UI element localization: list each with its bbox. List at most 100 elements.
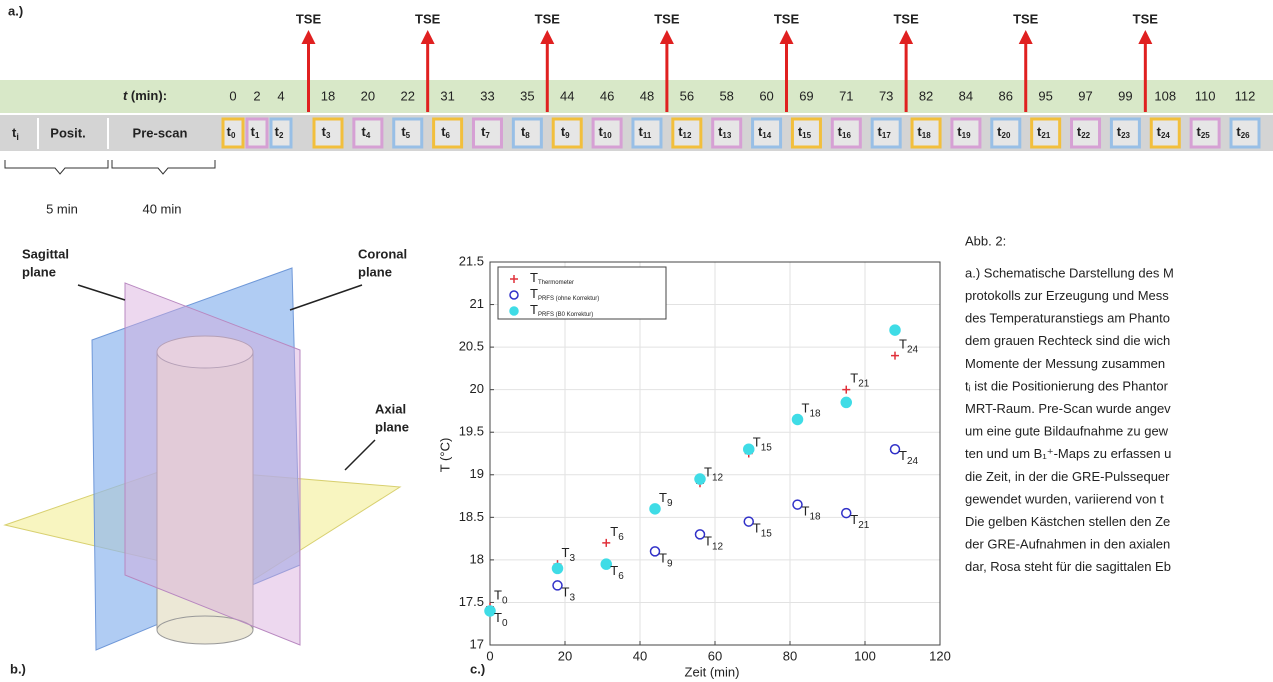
x-tick-label: 20	[558, 648, 572, 663]
y-tick-label: 20.5	[459, 339, 484, 354]
step-var: t	[1077, 124, 1082, 139]
x-tick-label: 120	[929, 648, 951, 663]
y-tick-label: 21	[470, 296, 484, 311]
step-box	[432, 117, 464, 149]
step-var: t	[1236, 124, 1241, 139]
step-label: t25	[1197, 124, 1211, 140]
point	[694, 529, 706, 540]
step-index: 25	[1201, 131, 1210, 140]
step-var: t	[1037, 124, 1042, 139]
point	[841, 507, 852, 519]
step-label: t2	[275, 124, 284, 140]
point-index: 9	[667, 558, 673, 569]
duration-label: 5 min	[46, 201, 78, 216]
step-box	[551, 117, 583, 149]
x-tick-label: 100	[854, 648, 876, 663]
point	[840, 396, 852, 409]
diagram: Sagittal plane Coronal plane Axial plane…	[3, 246, 409, 676]
point	[484, 605, 496, 617]
step-index: 12	[683, 131, 692, 140]
cylinder	[156, 351, 254, 631]
step-index: 19	[962, 131, 971, 140]
step-index: 20	[1002, 131, 1011, 140]
point-index: 6	[618, 571, 624, 582]
step-box	[392, 117, 424, 149]
point-label: T15	[753, 435, 773, 453]
x-tick-label: 80	[783, 648, 797, 663]
step-var: t	[917, 124, 922, 139]
time-value: 99	[1118, 88, 1132, 103]
point-index: 15	[761, 442, 773, 453]
caption-line: Die gelben Kästchen stellen den Ze	[965, 514, 1170, 529]
step-var: t	[521, 124, 526, 139]
step-box	[221, 117, 245, 149]
point-index: 0	[502, 595, 508, 606]
legend-marker	[509, 306, 519, 316]
start-label: ti	[12, 125, 19, 142]
step-box	[511, 117, 543, 149]
step-box	[910, 117, 942, 149]
step-index: 5	[406, 131, 411, 140]
caption-line: des Temperaturanstiegs am Phanto	[965, 311, 1170, 326]
step-label: t22	[1077, 124, 1091, 140]
point-label: T18	[802, 504, 822, 522]
step-var: t	[798, 124, 803, 139]
point	[602, 538, 611, 547]
caption-line: MRT-Raum. Pre-Scan wurde angev	[965, 401, 1171, 416]
step-box	[671, 117, 703, 149]
point	[551, 562, 564, 575]
step-box	[1149, 117, 1181, 149]
step-var: t	[441, 124, 446, 139]
step-index: 17	[882, 131, 891, 140]
point-prefix: T	[753, 435, 761, 450]
step-box	[245, 117, 269, 149]
point-index: 24	[907, 344, 919, 355]
legend-name: PRFS (ohne Korrektur)	[538, 296, 599, 302]
point-index: 3	[569, 553, 575, 564]
step-box	[830, 117, 862, 149]
time-var: t	[123, 88, 128, 103]
caption-line: der GRE-Aufnahmen in den axialen	[965, 537, 1170, 552]
point-prefix: T	[850, 371, 858, 386]
event-label: TSE	[774, 11, 800, 26]
point-index: 21	[858, 520, 870, 531]
time-value: 112	[1235, 88, 1256, 103]
point-index: 18	[809, 511, 821, 522]
step-label: t13	[718, 124, 732, 140]
step-index: 0	[231, 131, 236, 140]
y-tick-label: 19.5	[459, 424, 484, 439]
point-label: T0	[494, 588, 508, 606]
point-prefix: T	[494, 588, 502, 603]
step-label: t1	[251, 124, 260, 140]
point	[743, 443, 755, 455]
point-label: T15	[753, 521, 773, 539]
legend-entry: TPRFS (B0 Korrektur)	[509, 302, 593, 318]
diagram-label: Sagittal	[22, 246, 69, 261]
time-unit: (min):	[131, 88, 167, 103]
point-label: T18	[802, 401, 822, 419]
point-index: 6	[618, 532, 624, 543]
step-index: 7	[485, 131, 490, 140]
step-label: t7	[481, 124, 490, 140]
step-index: 14	[762, 131, 771, 140]
prescan-label: Pre-scan	[133, 125, 188, 140]
y-tick-label: 17	[470, 636, 484, 651]
event-arrowhead	[1018, 30, 1033, 44]
step-index: 26	[1241, 131, 1250, 140]
y-tick-label: 20	[470, 381, 484, 396]
time-value: 35	[520, 88, 534, 103]
step-index: 4	[366, 131, 371, 140]
step-box	[1189, 117, 1221, 149]
point	[694, 473, 706, 485]
y-tick-label: 18	[470, 551, 484, 566]
step-label: t18	[917, 124, 931, 140]
step-index: 6	[446, 131, 451, 140]
point	[791, 413, 804, 426]
caption-line: tᵢ ist die Positionierung des Phantor	[965, 378, 1169, 393]
legend-marker	[509, 290, 519, 300]
plot-frame	[489, 261, 941, 646]
legend-box	[497, 266, 667, 320]
time-value: 108	[1154, 88, 1176, 103]
time-value: 2	[253, 88, 260, 103]
caption-line: Momente der Messung zusammen	[965, 356, 1165, 371]
